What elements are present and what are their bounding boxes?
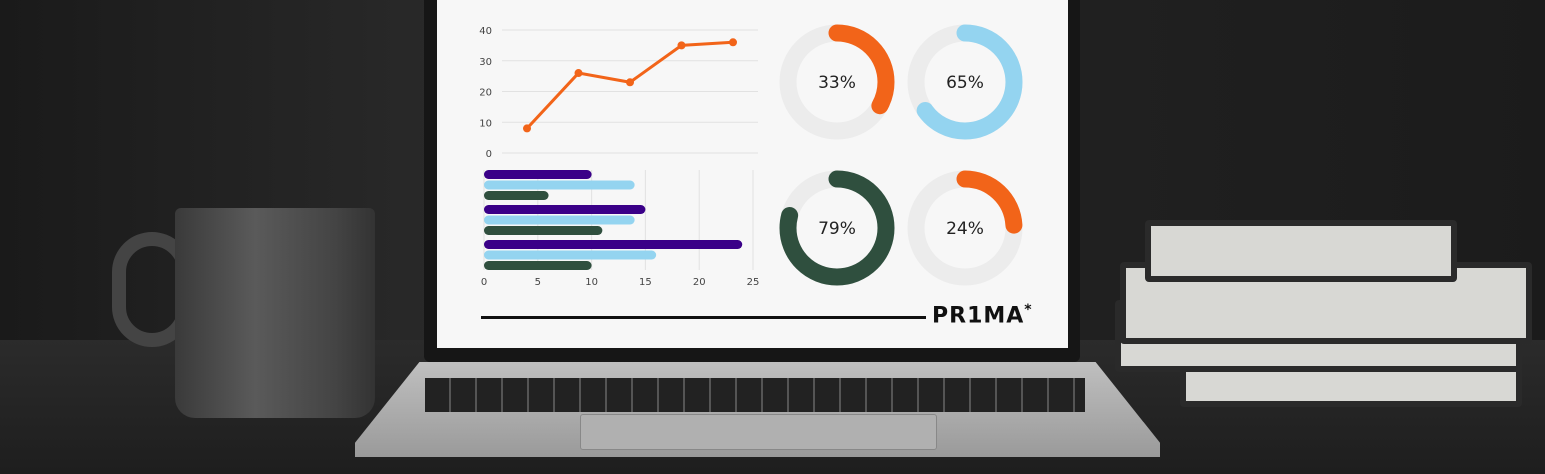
y-tick-label: 20 [479,88,492,99]
coffee-mug [175,208,375,418]
book [1145,220,1457,282]
bar [484,261,592,270]
logo-text: PR1MA [932,303,1025,329]
donut-arc [907,24,1023,140]
x-tick-label: 5 [535,277,541,288]
logo-mark: * [1024,302,1033,318]
y-tick-label: 30 [479,57,492,68]
bar [484,191,549,200]
bar [484,226,603,235]
logo-rule [481,316,926,319]
donut-label: 79% [818,219,856,239]
brand-logo: PR1MA* [932,302,1033,328]
line-point [523,124,531,133]
donut-arc [907,170,1023,286]
keyboard [425,378,1085,412]
y-tick-label: 40 [479,26,492,37]
donut-arc [779,24,895,140]
bar [484,205,646,214]
line-point [574,69,583,78]
bar [484,240,743,249]
donut-label: 65% [946,73,984,93]
x-tick-label: 10 [585,277,598,288]
bar [484,250,657,260]
donut-label: 33% [818,73,856,93]
trackpad [580,414,937,450]
bar [484,180,635,190]
line-point [626,78,634,87]
bar [484,215,635,225]
x-tick-label: 25 [747,277,760,288]
donut-arc [779,170,895,286]
x-tick-label: 0 [481,277,487,288]
line-point [677,41,686,50]
donut-label: 24% [946,219,984,239]
x-tick-label: 15 [639,277,652,288]
bar [484,170,592,179]
y-tick-label: 10 [479,118,492,129]
laptop-screen: 0 10 20 30 40 0 5 10 15 20 25 33% 65% 79% 24% [437,0,1068,348]
x-tick-label: 20 [693,277,706,288]
dashboard-charts: 0 10 20 30 40 0 5 10 15 20 25 33% 65% 79% 24% [479,24,1023,288]
y-tick-label: 0 [486,149,492,160]
line-point [729,38,737,47]
